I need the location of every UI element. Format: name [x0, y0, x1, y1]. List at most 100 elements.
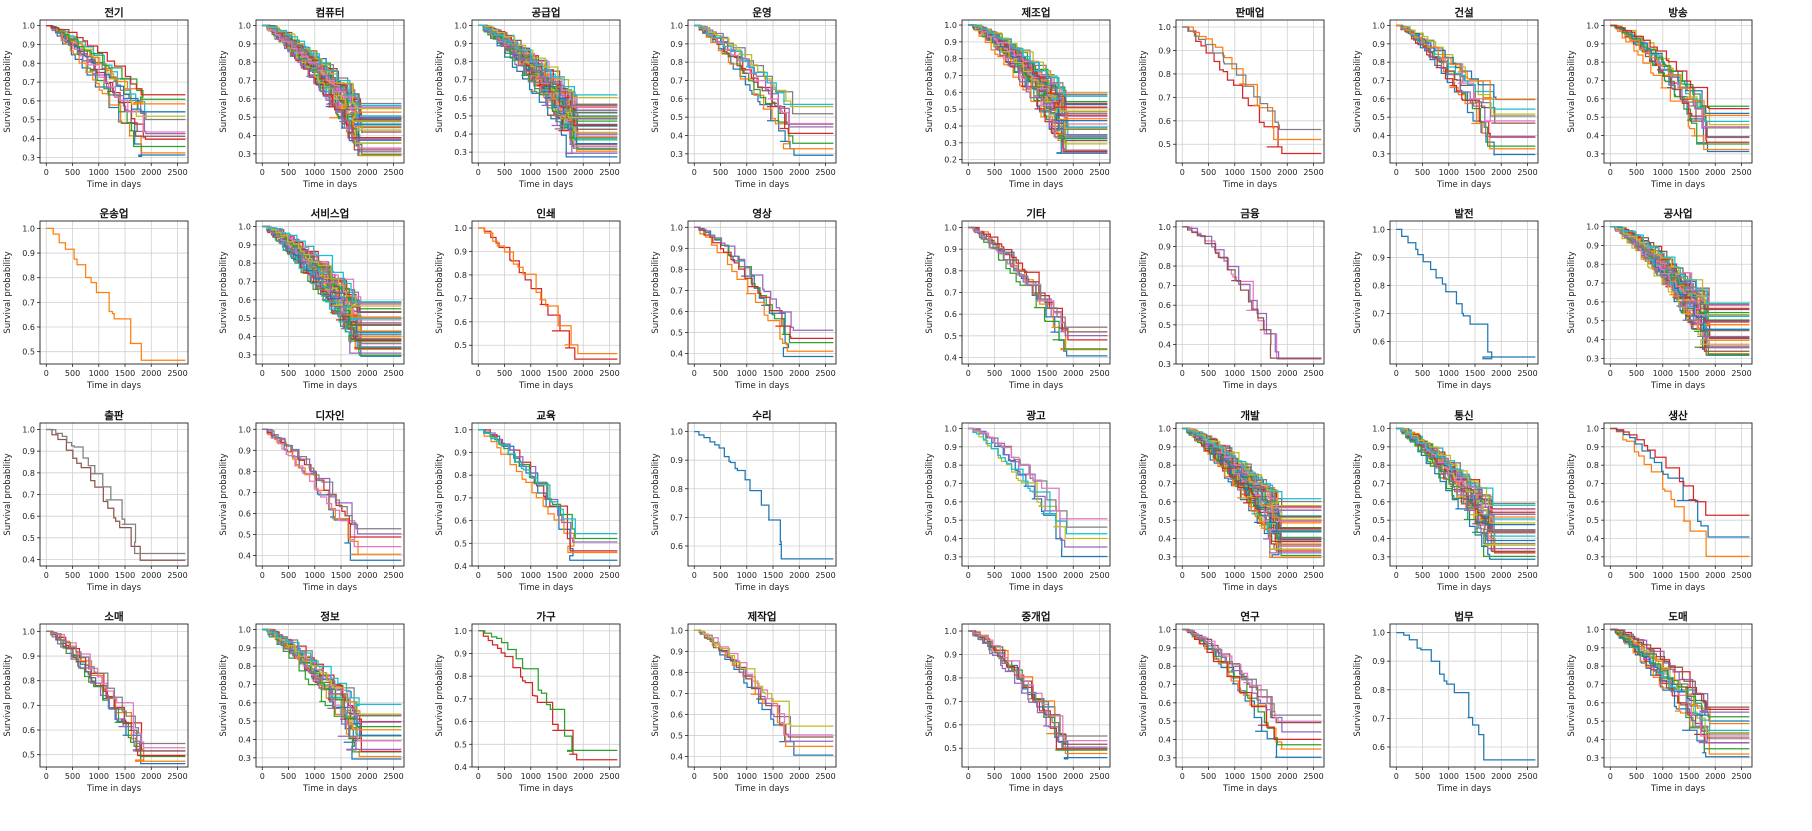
- subplot-10: 0 500 1000 1500 2000 2500 0.4 0.5 0.6 0.7 0.8 0.9 1.…: [435, 410, 621, 593]
- x-tick-label: 1500: [763, 369, 783, 378]
- x-tick-label: 1000: [1011, 168, 1031, 177]
- series-group: [1396, 631, 1536, 761]
- series-group: [1610, 226, 1750, 356]
- x-tick-label: 500: [1415, 571, 1430, 580]
- y-tick-label: 0.4: [22, 556, 35, 565]
- y-tick-label: 1.0: [944, 425, 957, 434]
- y-tick-label: 0.7: [670, 77, 683, 86]
- y-tick-label: 0.7: [1586, 279, 1599, 288]
- y-tick-label: 0.5: [22, 116, 35, 125]
- y-tick-label: 0.4: [1586, 132, 1599, 141]
- x-tick-label: 500: [713, 168, 728, 177]
- x-tick-label: 1000: [89, 369, 109, 378]
- y-axis-label: Survival probability: [651, 654, 661, 736]
- survival-curve: [478, 24, 618, 96]
- y-tick-label: 0.9: [944, 38, 957, 47]
- x-tick-label: 2000: [789, 571, 809, 580]
- x-tick-label: 2500: [815, 168, 835, 177]
- survival-curve: [478, 429, 618, 535]
- x-tick-label: 2000: [573, 369, 593, 378]
- y-tick-label: 0.3: [1586, 754, 1599, 763]
- x-tick-label: 2000: [573, 571, 593, 580]
- x-tick-label: 1500: [331, 571, 351, 580]
- y-tick-label: 0.4: [22, 135, 35, 144]
- y-tick-label: 0.8: [1372, 281, 1385, 290]
- subplot-title: 운영: [752, 6, 771, 19]
- survival-curve: [694, 629, 834, 742]
- survival-curve: [1182, 26, 1322, 131]
- subplot-title: 법무: [1454, 610, 1474, 623]
- survival-curve: [1182, 628, 1322, 716]
- subplot-24: 0 500 1000 1500 2000 2500 0.3 0.4 0.5 0.6 0.7 0.8 0.…: [925, 410, 1111, 593]
- survival-curve: [262, 24, 402, 141]
- y-tick-label: 0.6: [238, 509, 251, 518]
- y-tick-label: 0.9: [944, 443, 957, 452]
- y-tick-label: 1.0: [454, 21, 467, 30]
- survival-curve: [694, 24, 834, 144]
- subplot-15: 0 500 1000 1500 2000 2500 0.4 0.5 0.6 0.7 0.8 0.9 1.…: [651, 610, 837, 794]
- y-tick-label: 0.6: [22, 97, 35, 106]
- subplot-title: 정보: [320, 610, 340, 623]
- y-tick-label: 0.4: [454, 562, 467, 571]
- plot-frame: [961, 19, 1111, 164]
- x-tick-label: 2000: [357, 571, 377, 580]
- x-tick-label: 2000: [1705, 772, 1725, 781]
- survival-curve: [46, 25, 186, 133]
- series-group: [1610, 628, 1750, 758]
- x-tick-label: 1500: [1679, 772, 1699, 781]
- plot-frame: [1603, 623, 1753, 768]
- x-tick-label: 0: [1394, 571, 1399, 580]
- y-tick-label: 0.7: [1158, 282, 1171, 291]
- survival-curve: [968, 24, 1108, 93]
- x-axis-label: Time in days: [518, 583, 574, 593]
- x-axis-label: Time in days: [734, 784, 790, 794]
- x-tick-label: 2500: [167, 369, 187, 378]
- x-tick-label: 500: [713, 369, 728, 378]
- plot-frame: [1389, 220, 1539, 365]
- survival-curve: [262, 628, 402, 715]
- x-tick-label: 2500: [1303, 772, 1323, 781]
- y-tick-label: 0.5: [238, 314, 251, 323]
- x-tick-label: 1500: [547, 571, 567, 580]
- x-tick-label: 1000: [305, 369, 325, 378]
- survival-curve: [46, 227, 186, 361]
- x-axis-label: Time in days: [302, 381, 358, 391]
- y-tick-label: 0.6: [1586, 498, 1599, 507]
- y-tick-label: 0.8: [1586, 58, 1599, 67]
- x-tick-label: 2000: [1277, 168, 1297, 177]
- x-tick-label: 1500: [1465, 772, 1485, 781]
- survival-curve: [1396, 631, 1536, 761]
- series-group: [968, 24, 1108, 154]
- x-tick-label: 0: [1608, 168, 1613, 177]
- survival-curve: [1610, 24, 1750, 151]
- subplot-8: 0 500 1000 1500 2000 2500 0.4 0.5 0.6 0.7 0.8 0.9 1.…: [3, 409, 189, 593]
- x-tick-label: 500: [281, 571, 296, 580]
- y-axis-label: Survival probability: [219, 654, 229, 736]
- x-tick-label: 500: [497, 168, 512, 177]
- y-tick-label: 0.7: [22, 78, 35, 87]
- x-axis-label: Time in days: [1008, 180, 1064, 190]
- subplot-title: 판매업: [1236, 6, 1265, 19]
- survival-curve: [262, 24, 402, 110]
- x-tick-label: 2000: [141, 168, 161, 177]
- y-tick-label: 0.5: [1586, 516, 1599, 525]
- y-tick-label: 0.3: [1372, 553, 1385, 562]
- survival-curve: [478, 429, 618, 540]
- survival-curve: [1182, 427, 1322, 539]
- survival-curve: [478, 24, 618, 111]
- subplot-9: 0 500 1000 1500 2000 2500 0.4 0.5 0.6 0.7 0.8 0.9 1.…: [219, 409, 405, 593]
- series-group: [46, 428, 186, 561]
- y-tick-label: 0.5: [1158, 717, 1171, 726]
- y-tick-label: 0.9: [1586, 644, 1599, 653]
- series-group: [1396, 228, 1536, 360]
- y-tick-label: 0.6: [1586, 298, 1599, 307]
- y-tick-label: 1.0: [454, 627, 467, 636]
- survival-curve: [262, 628, 402, 723]
- x-tick-label: 500: [1629, 772, 1644, 781]
- subplot-title: 영상: [752, 207, 772, 220]
- x-tick-label: 2000: [1491, 369, 1511, 378]
- x-tick-label: 0: [692, 168, 697, 177]
- y-tick-label: 0.5: [670, 731, 683, 740]
- subplot-7: 0 500 1000 1500 2000 2500 0.4 0.5 0.6 0.7 0.8 0.9 1.…: [651, 207, 837, 391]
- subplot-title: 가구: [536, 610, 556, 623]
